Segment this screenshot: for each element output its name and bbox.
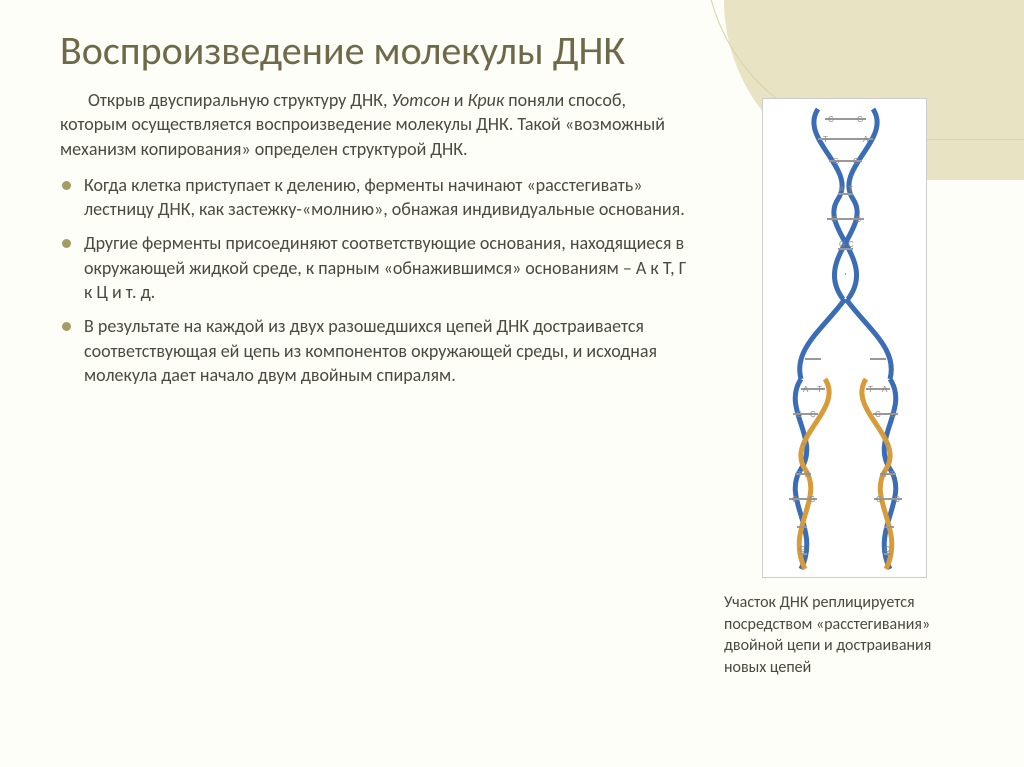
svg-text:T: T (848, 185, 853, 194)
svg-text:G: G (839, 240, 845, 249)
svg-text:C: C (828, 115, 834, 124)
dna-svg: CG TA GC AT CG GC (763, 99, 928, 579)
list-item: Когда клетка приступает к делению, ферме… (60, 173, 689, 222)
slide-title: Воспроизведение молекулы ДНК (60, 28, 974, 74)
svg-text:T: T (823, 135, 828, 144)
svg-text:T: T (797, 470, 802, 479)
intro-paragraph: Открыв двуспиральную структуру ДНК, Уотс… (60, 88, 689, 161)
svg-text:G: G (857, 115, 863, 124)
svg-text:C: C (894, 495, 900, 504)
slide-content: Воспроизведение молекулы ДНК Открыв двус… (0, 0, 1024, 767)
dna-fork-left (799, 299, 844, 379)
svg-text:C: C (831, 215, 837, 224)
svg-text:A: A (803, 385, 809, 394)
svg-text:A: A (882, 385, 888, 394)
svg-text:G: G (890, 410, 896, 419)
dna-top-helix: CG TA GC AT CG GC (813, 109, 876, 299)
content-row: Открыв двуспиральную структуру ДНК, Уотс… (60, 88, 974, 678)
svg-text:G: G (876, 495, 882, 504)
svg-text:C: C (853, 157, 859, 166)
svg-text:C: C (848, 240, 854, 249)
svg-text:G: G (855, 215, 861, 224)
intro-emphasis: Крик (468, 89, 505, 111)
svg-text:G: G (809, 495, 815, 504)
dna-left-daughter: AT GC TA CG G (789, 359, 829, 569)
svg-text:C: C (810, 410, 816, 419)
dna-right-daughter: TA CG AT GC C (861, 359, 901, 569)
svg-text:G: G (833, 157, 839, 166)
svg-text:A: A (805, 470, 811, 479)
bullet-list: Когда клетка приступает к делению, ферме… (60, 173, 689, 387)
svg-text:C: C (792, 495, 798, 504)
intro-emphasis: Уотсон (392, 89, 450, 111)
svg-text:A: A (881, 470, 887, 479)
intro-text: и (450, 89, 468, 111)
svg-text:G: G (796, 410, 802, 419)
dna-replication-diagram: CG TA GC AT CG GC (762, 98, 927, 578)
dna-fork-right (846, 299, 891, 379)
svg-text:C: C (875, 410, 881, 419)
svg-text:T: T (868, 385, 873, 394)
intro-text: Открыв двуспиральную структуру ДНК, (88, 89, 392, 111)
svg-text:A: A (863, 135, 869, 144)
text-column: Открыв двуспиральную структуру ДНК, Уотс… (60, 88, 689, 678)
figure-column: CG TA GC AT CG GC (714, 88, 974, 678)
list-item: В результате на каждой из двух разошедши… (60, 314, 689, 387)
svg-text:A: A (839, 185, 845, 194)
list-item: Другие ферменты присоединяют соответству… (60, 231, 689, 304)
svg-text:C: C (884, 545, 890, 554)
svg-text:T: T (817, 385, 822, 394)
figure-caption: Участок ДНК реплицируется посредством «р… (724, 592, 964, 678)
svg-text:G: G (799, 545, 805, 554)
svg-text:T: T (890, 470, 895, 479)
